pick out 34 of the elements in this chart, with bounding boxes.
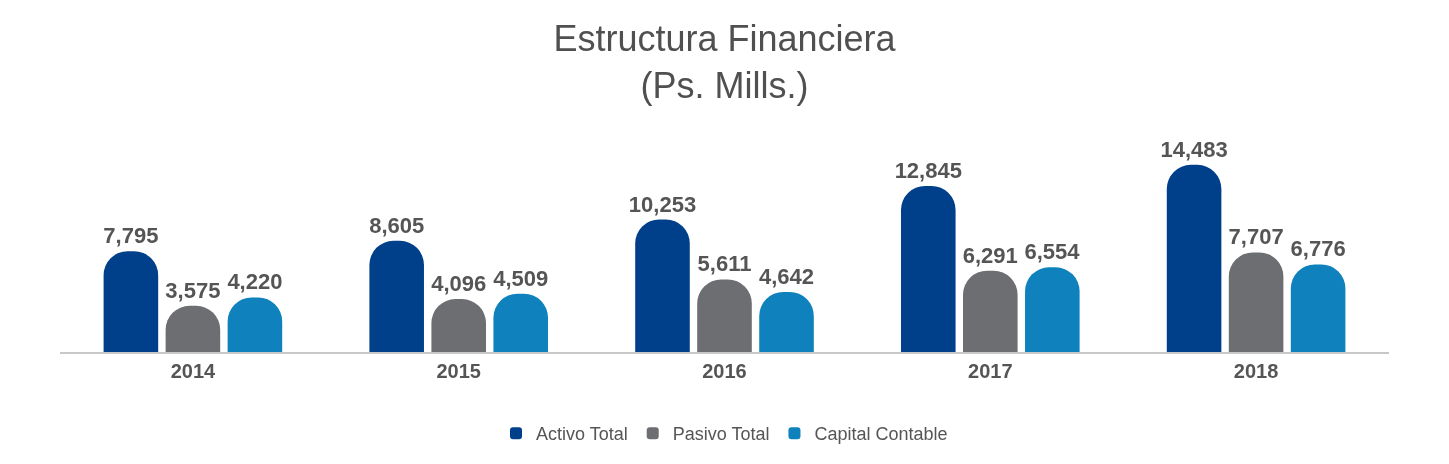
bar	[697, 279, 752, 352]
chart-title: Estructura Financiera (Ps. Mills.)	[553, 18, 897, 106]
data-label: 14,483	[1160, 136, 1228, 162]
x-tick-label: 2014	[170, 360, 217, 382]
data-label: 3,575	[165, 277, 221, 303]
data-label: 6,776	[1290, 236, 1346, 262]
bar	[369, 240, 424, 352]
data-label: 8,605	[369, 212, 425, 238]
data-label: 5,611	[697, 251, 752, 277]
data-label: 6,291	[962, 242, 1018, 268]
data-label: 7,795	[103, 223, 159, 249]
data-label: 4,220	[227, 269, 283, 295]
legend-label: Activo Total	[536, 424, 628, 445]
bar	[1025, 267, 1080, 352]
x-tick-label: 2017	[968, 360, 1013, 382]
bar	[1228, 252, 1284, 352]
bar	[103, 251, 159, 352]
data-label: 7,707	[1228, 224, 1284, 250]
data-label: 6,554	[1024, 239, 1081, 265]
data-label: 4,509	[493, 265, 549, 291]
bar	[1166, 164, 1222, 352]
x-tick-label: 2018	[1233, 360, 1279, 382]
bar	[1290, 264, 1346, 352]
data-label: 4,642	[758, 264, 815, 290]
legend-label: Pasivo Total	[672, 424, 770, 445]
data-label: 4,096	[431, 271, 487, 297]
bar	[635, 219, 690, 352]
data-label: 12,845	[894, 158, 962, 184]
x-tick-label: 2015	[436, 360, 481, 382]
data-label: 10,253	[628, 191, 697, 217]
bar	[963, 270, 1018, 352]
x-tick-label: 2016	[702, 360, 747, 382]
bar	[900, 186, 956, 352]
legend-label: Capital Contable	[814, 424, 948, 445]
